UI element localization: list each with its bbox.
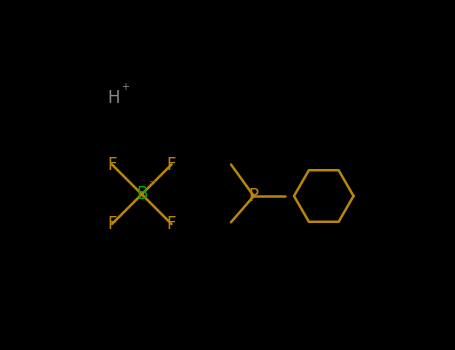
Text: F: F [107,215,117,233]
Text: +: + [121,82,130,92]
Text: F: F [107,155,117,174]
Text: F: F [167,215,176,233]
Text: F: F [167,155,176,174]
Text: H: H [107,89,120,107]
Text: B: B [136,185,147,203]
Text: −: − [149,176,157,187]
Text: P: P [249,187,259,205]
